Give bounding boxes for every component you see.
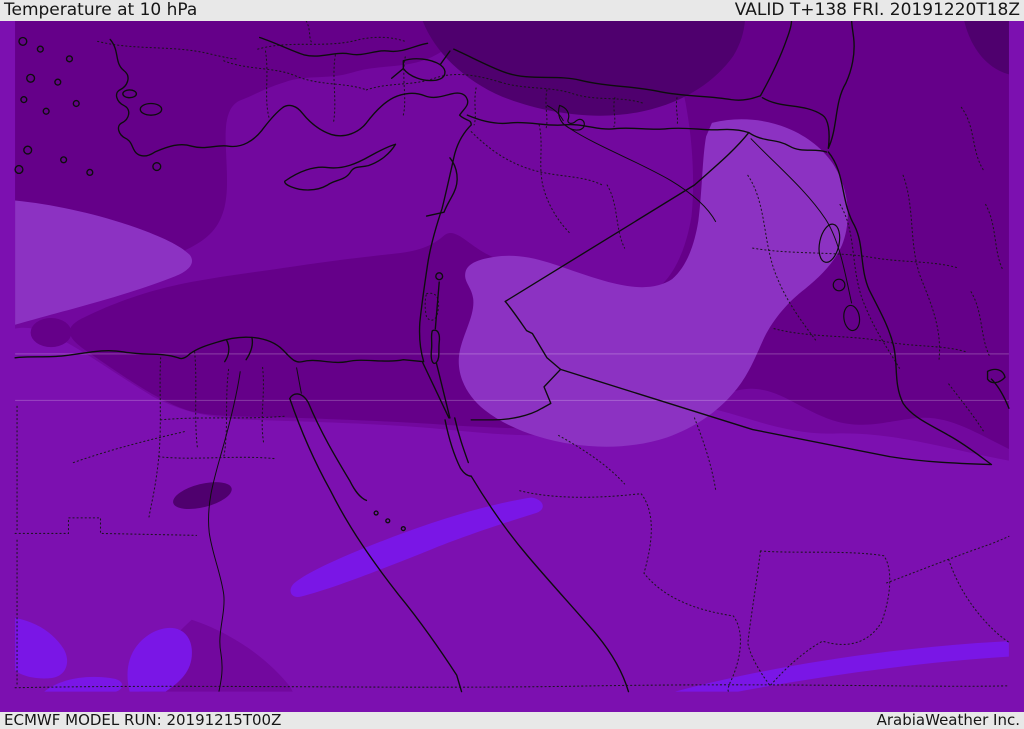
shade-violet-sinai-streak — [290, 497, 543, 598]
header-bar: Temperature at 10 hPa VALID T+138 FRI. 2… — [0, 0, 1024, 21]
lake-outlines — [558, 104, 861, 332]
shade-darkest-core-egypt — [173, 482, 232, 510]
shade-light-southwest-corner — [15, 200, 193, 325]
footer-bar: ECMWF MODEL RUN: 20191215T00Z ArabiaWeat… — [0, 712, 1024, 729]
shade-dark-blob-med — [30, 317, 72, 348]
coastline-paths — [14, 21, 1010, 693]
latitude-gridlines — [15, 353, 1009, 402]
forecast-map — [0, 21, 1024, 712]
credit-label: ArabiaWeather Inc. — [876, 711, 1020, 729]
shade-violet-snake — [127, 627, 192, 692]
shade-violet-southeast-lens — [675, 641, 1009, 692]
model-run-label: ECMWF MODEL RUN: 20191215T00Z — [4, 711, 282, 729]
shade-darkest-northeast-corner — [964, 21, 1009, 75]
admin-border-paths — [14, 21, 1010, 693]
shade-violet-snake-arm — [44, 676, 123, 692]
shade-violet-left-blob — [15, 617, 68, 679]
valid-time-label: VALID T+138 FRI. 20191220T18Z — [734, 0, 1020, 20]
map-title: Temperature at 10 hPa — [4, 0, 198, 20]
map-canvas — [14, 21, 1010, 712]
